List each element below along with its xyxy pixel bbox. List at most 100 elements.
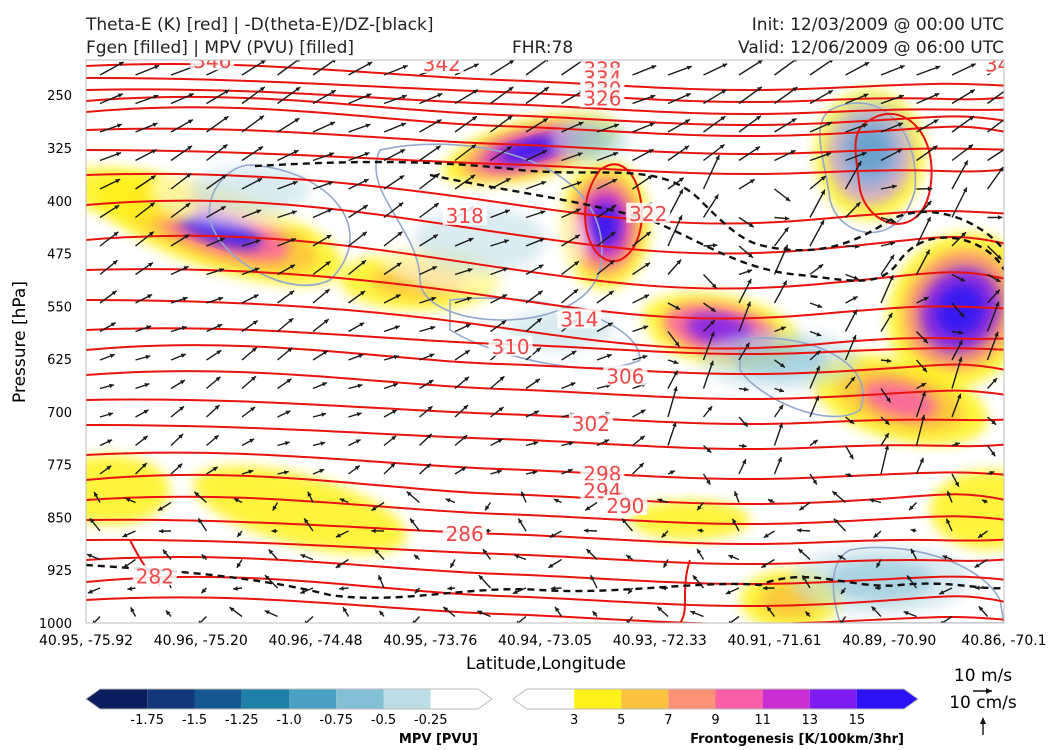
- wind-arrow-head: [819, 220, 824, 226]
- wind-arrow-head: [497, 438, 503, 444]
- wind-arrow: [738, 60, 764, 76]
- wind-arrow: [490, 60, 515, 76]
- wind-arrow-head: [897, 122, 903, 127]
- wind-arrow-head: [888, 313, 893, 319]
- wind-arrow-head: [414, 554, 419, 560]
- wind-arrow: [198, 615, 207, 623]
- y-tick-label: 625: [47, 353, 72, 368]
- fgen-colorbar-tick: 3: [570, 713, 578, 728]
- wind-arrow-head: [626, 620, 631, 623]
- wind-arrow-head: [592, 611, 598, 616]
- wind-arrow: [844, 160, 862, 190]
- mpv-colorbar-swatch: [100, 689, 148, 709]
- wind-arrow-head: [847, 472, 853, 477]
- y-tick-label: 775: [47, 459, 72, 474]
- wind-key-v-head: [980, 717, 986, 724]
- wind-arrow-head: [289, 264, 295, 269]
- wind-arrow-head: [897, 149, 903, 154]
- wind-arrow-head: [996, 254, 1002, 260]
- wind-arrow-head: [402, 65, 408, 70]
- wind-arrow-head: [125, 497, 131, 503]
- wind-arrow-head: [826, 152, 832, 157]
- theta-e-label: 306: [606, 364, 644, 388]
- wind-arrow-head: [371, 528, 376, 534]
- wind-arrow-head: [398, 202, 404, 208]
- wind-arrow: [941, 615, 953, 623]
- wind-arrow: [773, 244, 789, 275]
- wind-arrow-head: [183, 266, 189, 271]
- wind-arrow-head: [141, 463, 147, 468]
- wind-arrow-head: [678, 189, 683, 195]
- wind-arrow: [915, 414, 925, 446]
- wind-arrow-head: [756, 115, 761, 121]
- wind-arrow-head: [990, 451, 996, 457]
- wind-arrow-head: [969, 116, 974, 121]
- wind-arrow: [667, 214, 683, 247]
- wind-arrow-head: [361, 260, 366, 265]
- wind-arrow-head: [540, 210, 546, 215]
- wind-arrow-head: [981, 499, 987, 504]
- wind-arrow-head: [575, 208, 581, 213]
- x-tick-label: 40.96, -74.48: [268, 633, 362, 649]
- wind-arrow-head: [685, 93, 691, 98]
- x-tick-label: 40.94, -73.05: [498, 633, 592, 649]
- theta-e-label-bg: [1039, 252, 1050, 272]
- wind-arrow-head: [233, 498, 239, 503]
- mpv-colorbar-tick: -0.75: [319, 713, 353, 728]
- x-tick-label: 40.96, -75.20: [154, 633, 248, 649]
- wind-arrow-head: [643, 325, 649, 330]
- wind-arrow-head: [364, 152, 370, 157]
- wind-arrow-head: [922, 367, 927, 373]
- wind-arrow-head: [785, 196, 791, 202]
- ddz-contour: [254, 160, 1004, 252]
- wind-arrow-head: [678, 177, 684, 183]
- wind-arrow-head: [288, 318, 294, 323]
- wind-arrow-head: [251, 347, 257, 353]
- wind-arrow-head: [470, 174, 476, 180]
- wind-arrow-head: [545, 60, 549, 63]
- theta-e-contour: [86, 88, 1004, 116]
- wind-arrow-head: [585, 505, 591, 511]
- wind-arrow-head: [253, 294, 259, 299]
- wind-arrow-head: [436, 119, 442, 124]
- mpv-colorbar-swatch: [289, 689, 337, 709]
- wind-arrow-head: [151, 149, 157, 154]
- wind-arrow-head: [673, 386, 678, 392]
- wind-arrow-head: [485, 505, 490, 511]
- wind-arrow-head: [898, 94, 904, 99]
- wind-arrow: [738, 278, 752, 304]
- wind-arrow-head: [873, 533, 879, 538]
- wind-arrow-head: [852, 334, 857, 340]
- wind-arrow-head: [229, 607, 235, 612]
- wind-arrow-head: [690, 610, 696, 616]
- valid-time: Valid: 12/06/2009 @ 06:00 UTC: [738, 38, 1004, 58]
- wind-arrow-head: [272, 505, 277, 511]
- wind-arrow-head: [187, 145, 193, 151]
- wind-arrow-head: [779, 362, 785, 368]
- theta-e-contour: [86, 538, 1004, 566]
- wind-arrow-head: [499, 376, 505, 381]
- wind-arrow-head: [838, 555, 844, 560]
- wind-arrow-head: [144, 382, 150, 388]
- wind-arrow: [951, 356, 963, 389]
- wind-arrow-head: [185, 203, 191, 208]
- theta-e-contour: [86, 234, 1004, 290]
- wind-arrow-head: [363, 179, 369, 184]
- wind-arrow-head: [674, 341, 680, 347]
- wind-arrow: [454, 115, 478, 133]
- wind-arrow-head: [886, 397, 891, 403]
- wind-arrow: [412, 616, 421, 623]
- wind-arrow-head: [201, 588, 207, 594]
- fgen-colorbar-outline: [512, 688, 919, 710]
- theta-e-label: 282: [136, 564, 174, 588]
- ddz-contour: [429, 173, 1004, 282]
- wind-arrow-head: [219, 268, 224, 273]
- wind-arrow-head: [791, 118, 797, 123]
- wind-arrow-head: [676, 259, 682, 265]
- wind-arrow-head: [297, 60, 301, 63]
- wind-arrow-head: [145, 354, 151, 360]
- wind-arrow-head: [295, 87, 301, 92]
- wind-arrow-head: [890, 241, 895, 246]
- wind-arrow: [277, 60, 300, 76]
- wind-arrow-head: [783, 227, 789, 233]
